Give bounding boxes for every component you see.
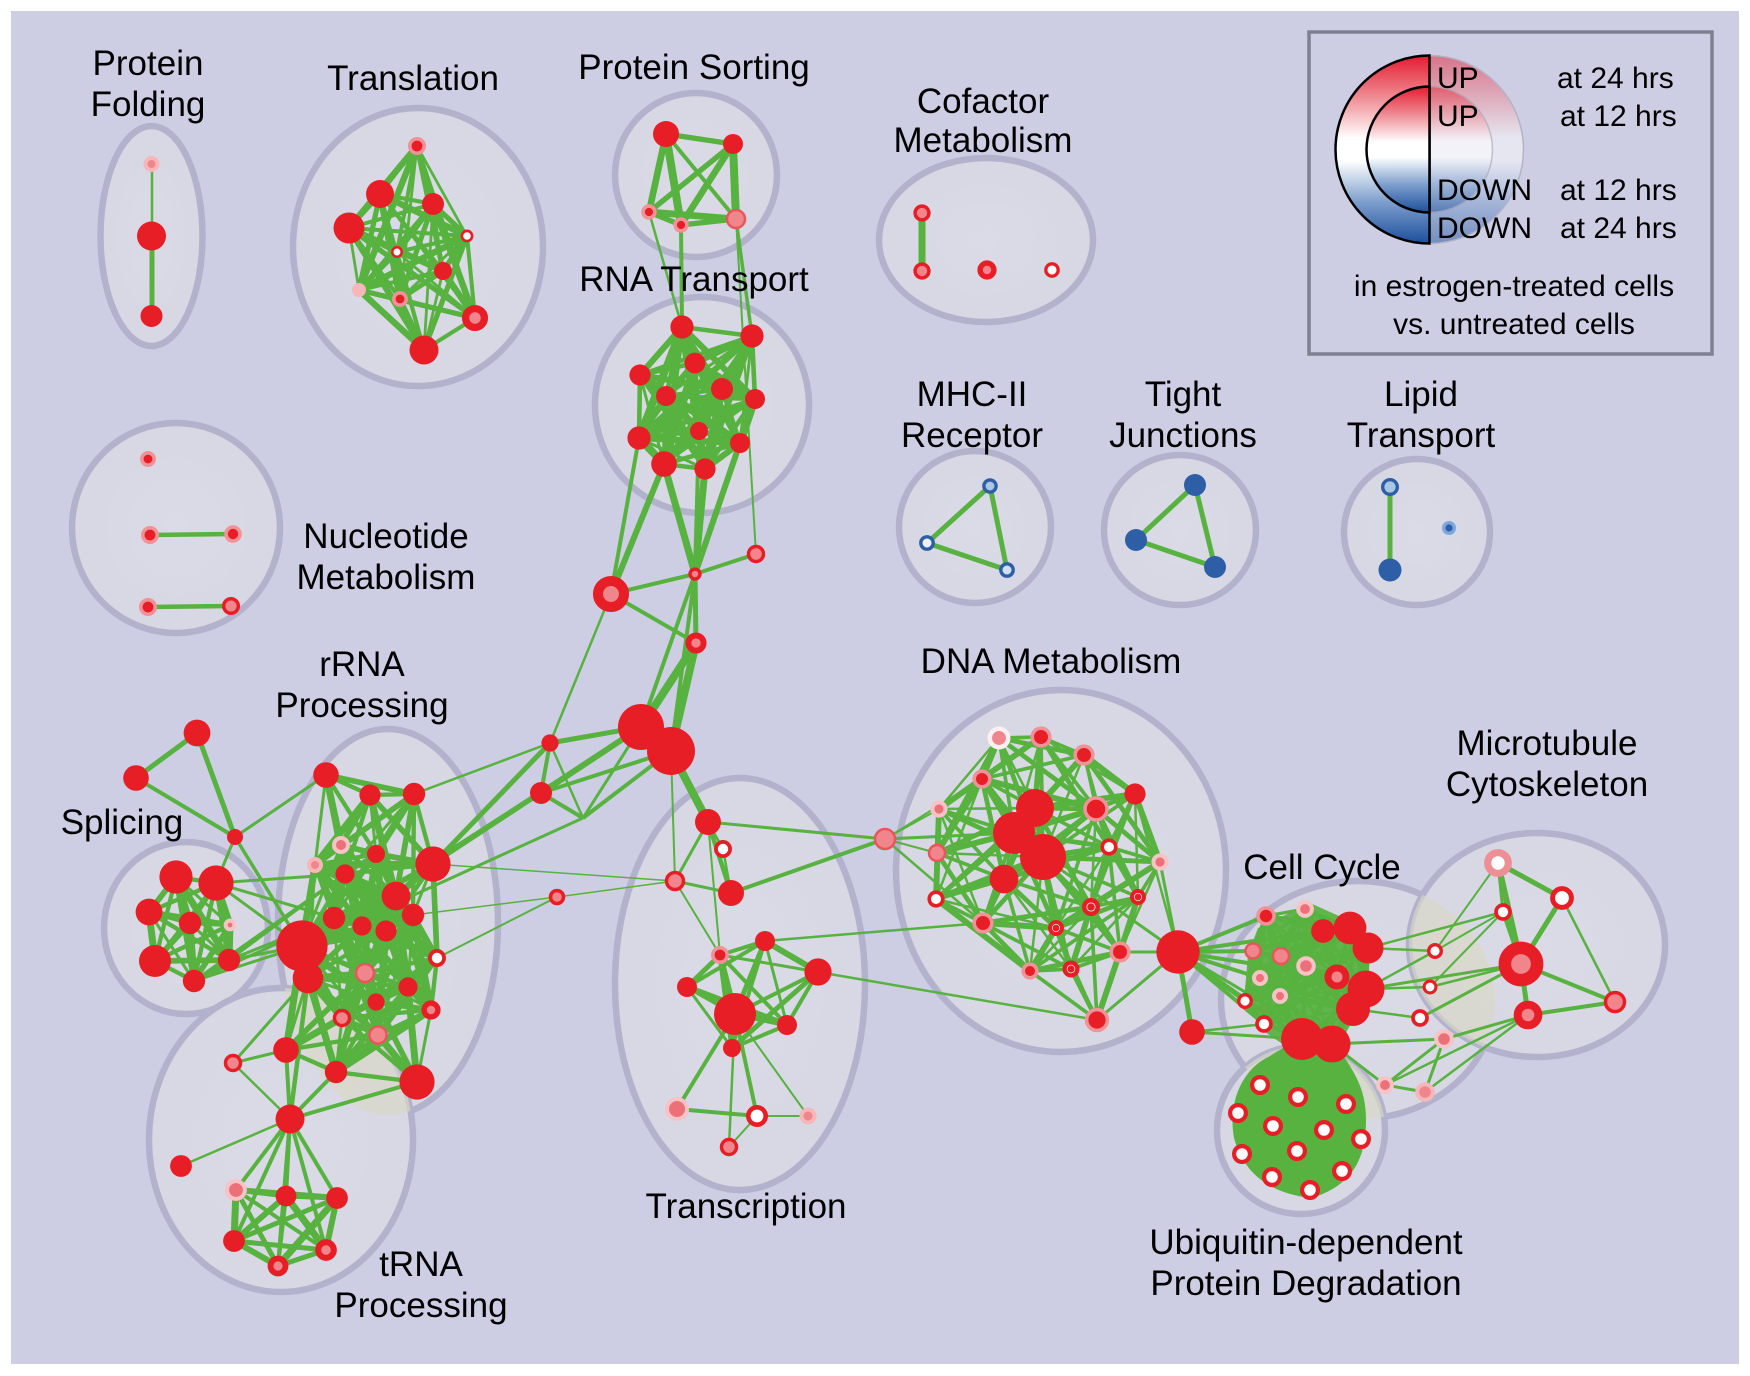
svg-text:Translation: Translation [327, 59, 499, 98]
svg-text:Cofactor: Cofactor [917, 82, 1050, 121]
svg-text:MHC-II: MHC-II [917, 375, 1028, 414]
svg-text:Folding: Folding [91, 85, 206, 124]
svg-text:Processing: Processing [334, 1286, 507, 1325]
svg-text:at 12 hrs: at 12 hrs [1560, 174, 1677, 207]
svg-text:in estrogen-treated cells: in estrogen-treated cells [1354, 270, 1674, 303]
svg-text:UP: UP [1437, 62, 1479, 95]
svg-text:Metabolism: Metabolism [297, 558, 476, 597]
svg-text:Cell Cycle: Cell Cycle [1243, 848, 1401, 887]
svg-text:Junctions: Junctions [1109, 416, 1257, 455]
svg-text:DOWN: DOWN [1437, 174, 1532, 207]
svg-text:Cytoskeleton: Cytoskeleton [1446, 765, 1648, 804]
svg-text:rRNA: rRNA [319, 645, 405, 684]
svg-text:Receptor: Receptor [901, 416, 1043, 455]
svg-text:Tight: Tight [1145, 375, 1222, 414]
svg-text:at 24 hrs: at 24 hrs [1557, 62, 1674, 95]
svg-text:Nucleotide: Nucleotide [303, 517, 468, 556]
svg-text:Transcription: Transcription [646, 1187, 847, 1226]
svg-text:Ubiquitin-dependent: Ubiquitin-dependent [1149, 1223, 1463, 1262]
svg-text:Protein: Protein [93, 44, 204, 83]
svg-text:Transport: Transport [1347, 416, 1496, 455]
svg-text:Protein Degradation: Protein Degradation [1150, 1264, 1461, 1303]
svg-text:Protein Sorting: Protein Sorting [578, 48, 810, 87]
svg-text:at 12 hrs: at 12 hrs [1560, 100, 1677, 133]
svg-text:Metabolism: Metabolism [894, 121, 1073, 160]
svg-text:tRNA: tRNA [379, 1245, 463, 1284]
svg-text:Lipid: Lipid [1384, 375, 1458, 414]
svg-text:UP: UP [1437, 100, 1479, 133]
svg-text:RNA Transport: RNA Transport [579, 260, 809, 299]
svg-text:DNA Metabolism: DNA Metabolism [921, 642, 1182, 681]
svg-text:Microtubule: Microtubule [1457, 724, 1638, 763]
svg-text:Processing: Processing [275, 686, 448, 725]
svg-text:DOWN: DOWN [1437, 212, 1532, 245]
svg-text:Splicing: Splicing [61, 803, 184, 842]
svg-text:at 24 hrs: at 24 hrs [1560, 212, 1677, 245]
svg-text:vs. untreated cells: vs. untreated cells [1393, 308, 1635, 341]
